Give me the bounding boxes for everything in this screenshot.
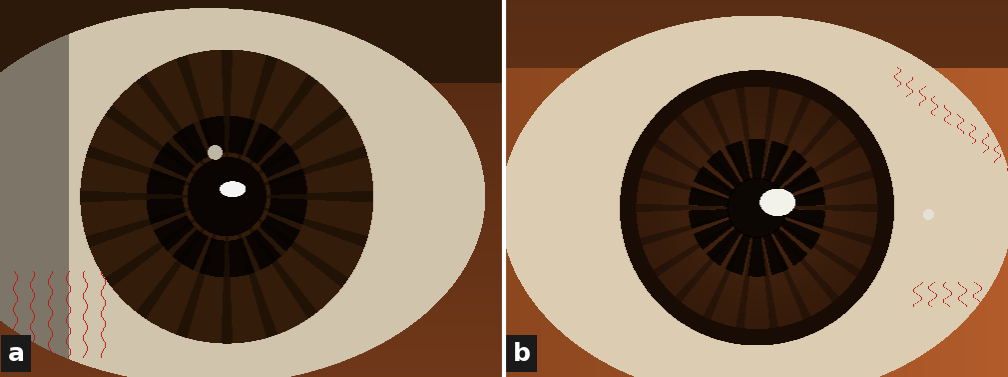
Text: b: b bbox=[512, 342, 530, 366]
Text: a: a bbox=[7, 342, 24, 366]
